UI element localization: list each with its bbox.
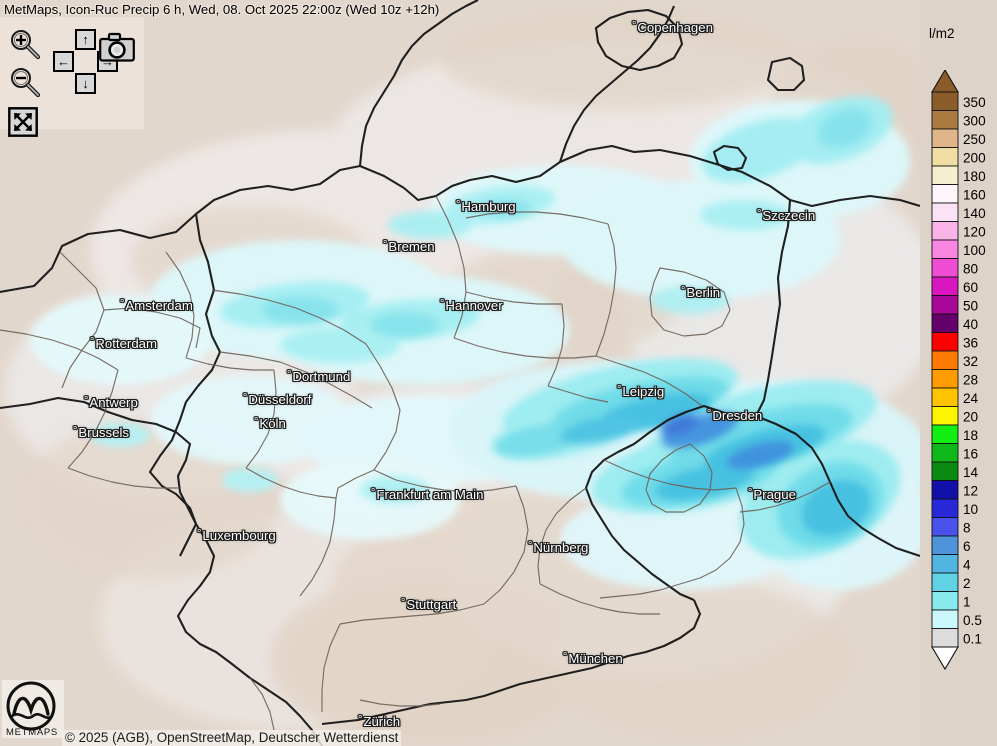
legend-swatch xyxy=(931,406,959,426)
country-borders xyxy=(0,0,920,746)
weather-map-canvas[interactable] xyxy=(0,0,920,746)
arrow-down-icon: ↓ xyxy=(82,76,89,91)
legend-swatch xyxy=(931,350,959,370)
legend-tick-label: 32 xyxy=(963,354,978,369)
legend-tick-label: 2 xyxy=(963,576,971,591)
legend-swatch xyxy=(931,147,959,167)
region-borders xyxy=(0,195,831,731)
legend-swatch xyxy=(931,461,959,481)
legend-tick-label: 1 xyxy=(963,595,971,610)
legend-tick-label: 180 xyxy=(963,169,986,184)
legend-tick-label: 10 xyxy=(963,502,979,517)
pan-left-button[interactable]: ← xyxy=(53,51,74,72)
legend-swatch xyxy=(931,128,959,148)
legend-overflow-arrow xyxy=(931,70,959,93)
legend-tick-label: 8 xyxy=(963,521,971,536)
legend-swatch xyxy=(931,184,959,204)
legend-tick-label: 60 xyxy=(963,280,979,295)
legend-swatch xyxy=(931,313,959,333)
legend-tick-label: 14 xyxy=(963,465,979,480)
arrow-left-icon: ← xyxy=(57,54,70,69)
legend-tick-label: 0.5 xyxy=(963,613,982,628)
legend-swatch xyxy=(931,443,959,463)
legend-swatch xyxy=(931,480,959,500)
attribution-text: © 2025 (AGB), OpenStreetMap, Deutscher W… xyxy=(62,730,402,746)
legend-swatch xyxy=(931,202,959,222)
legend-swatch xyxy=(931,258,959,278)
fullscreen-icon[interactable] xyxy=(8,107,38,137)
metmaps-logo: METMAPS xyxy=(2,680,64,738)
legend-tick-label: 250 xyxy=(963,132,986,147)
legend-swatch xyxy=(931,369,959,389)
legend-swatch xyxy=(931,221,959,241)
legend-swatch xyxy=(931,239,959,259)
secondary-colorbar-strip xyxy=(590,740,920,746)
legend-swatch xyxy=(931,535,959,555)
legend-tick-label: 12 xyxy=(963,484,978,499)
legend-swatch xyxy=(931,165,959,185)
zoom-out-icon[interactable] xyxy=(8,65,42,99)
legend-swatch xyxy=(931,498,959,518)
legend-scale-svg: 3503002502001801601401201008060504036322… xyxy=(931,70,986,671)
legend-tick-label: 120 xyxy=(963,225,986,240)
legend-swatch xyxy=(931,424,959,444)
pan-up-button[interactable]: ↑ xyxy=(75,29,96,50)
legend-swatch xyxy=(931,609,959,629)
legend-tick-label: 16 xyxy=(963,447,978,462)
legend-swatch xyxy=(931,517,959,537)
camera-icon[interactable] xyxy=(99,32,135,62)
legend-tick-label: 80 xyxy=(963,262,979,277)
legend-tick-label: 100 xyxy=(963,243,986,258)
legend-swatch xyxy=(931,276,959,296)
legend-unit-label: l/m2 xyxy=(929,26,955,41)
legend-tick-label: 4 xyxy=(963,558,971,573)
legend-swatch xyxy=(931,572,959,592)
map-render-surface xyxy=(0,0,920,746)
arrow-up-icon: ↑ xyxy=(82,32,89,47)
legend-tick-label: 36 xyxy=(963,336,978,351)
legend-swatch xyxy=(931,110,959,130)
legend-tick-label: 300 xyxy=(963,114,986,129)
logo-wordmark: METMAPS xyxy=(6,727,58,738)
legend-swatch xyxy=(931,295,959,315)
legend-swatch xyxy=(931,554,959,574)
legend-tick-label: 6 xyxy=(963,539,971,554)
legend-tick-label: 50 xyxy=(963,299,979,314)
legend-swatch xyxy=(931,591,959,611)
legend-tick-label: 140 xyxy=(963,206,986,221)
legend-tick-label: 0.1 xyxy=(963,632,982,647)
zoom-in-icon[interactable] xyxy=(8,27,42,61)
legend-swatch xyxy=(931,628,959,648)
legend-tick-label: 160 xyxy=(963,188,986,203)
legend-tick-label: 350 xyxy=(963,95,986,110)
legend-underflow-arrow xyxy=(931,646,959,671)
legend-tick-label: 24 xyxy=(963,391,979,406)
legend-swatch xyxy=(931,387,959,407)
map-toolbar: ↑ ← → ↓ xyxy=(0,17,144,137)
legend-swatch xyxy=(931,332,959,352)
legend-tick-label: 20 xyxy=(963,410,979,425)
legend-tick-label: 200 xyxy=(963,151,986,166)
pan-down-button[interactable]: ↓ xyxy=(75,73,96,94)
legend-panel: l/m2 350 300 250 200 180 160 140 120 100 80 60 50 40… xyxy=(920,0,997,746)
legend-color-scale: 350 300 250 200 180 160 140 120 100 80 60 50 40 36 32 2… xyxy=(930,70,992,675)
legend-tick-label: 18 xyxy=(963,428,978,443)
legend-swatch xyxy=(931,91,959,111)
legend-tick-label: 40 xyxy=(963,317,979,332)
legend-tick-label: 28 xyxy=(963,373,978,388)
